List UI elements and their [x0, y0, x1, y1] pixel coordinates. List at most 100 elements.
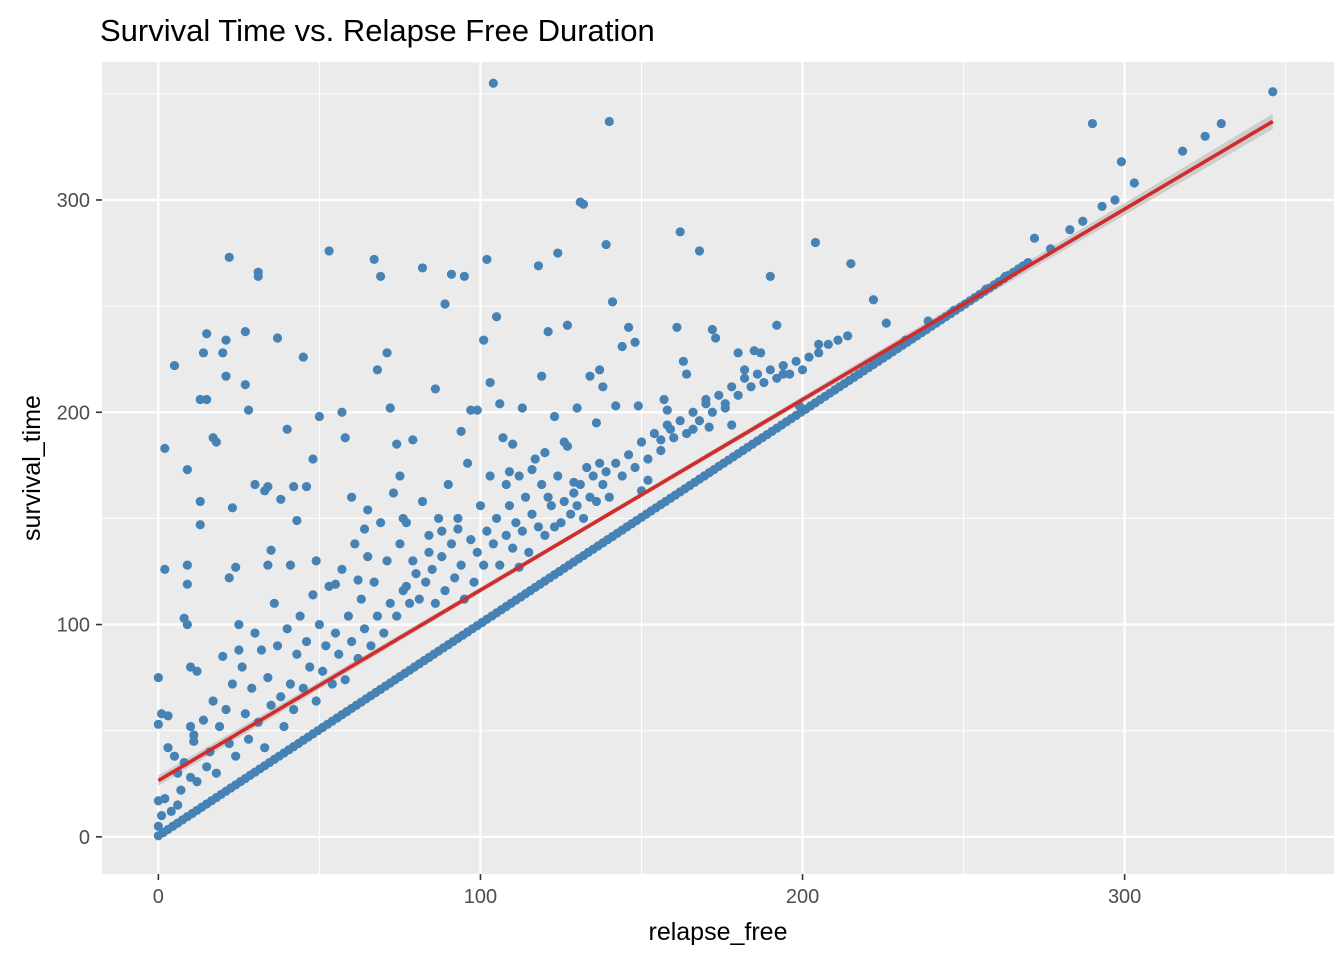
data-point — [814, 339, 824, 349]
data-point — [221, 371, 231, 381]
data-point — [369, 254, 379, 265]
data-point — [701, 399, 711, 409]
data-point — [527, 464, 537, 475]
data-point — [472, 547, 482, 557]
data-point — [756, 348, 766, 358]
data-point — [681, 428, 692, 439]
data-point — [488, 78, 498, 88]
data-point — [311, 696, 321, 706]
data-point — [672, 322, 682, 332]
data-point — [253, 271, 263, 282]
data-point — [533, 522, 544, 532]
data-point — [746, 382, 756, 392]
data-point — [475, 501, 486, 511]
data-point — [231, 751, 241, 761]
data-point — [498, 433, 508, 443]
data-point — [727, 382, 737, 392]
x-tick-label: 0 — [153, 886, 164, 908]
data-point — [243, 405, 254, 415]
data-point — [585, 371, 595, 381]
data-point — [537, 479, 547, 490]
data-point — [578, 199, 589, 209]
y-tick-label: 200 — [57, 402, 90, 424]
data-point — [714, 390, 724, 400]
data-point — [662, 420, 672, 430]
data-point — [318, 666, 328, 676]
data-point — [739, 365, 750, 375]
data-point — [372, 365, 382, 375]
data-point — [437, 526, 447, 536]
data-point — [643, 475, 653, 485]
data-point — [624, 322, 634, 332]
data-point — [752, 369, 763, 379]
data-point — [240, 380, 250, 390]
data-point — [337, 564, 347, 574]
data-point — [376, 271, 386, 282]
data-point — [208, 696, 218, 706]
data-point — [382, 556, 392, 566]
data-point — [1078, 216, 1088, 226]
data-point — [843, 331, 853, 341]
data-point — [372, 611, 382, 621]
data-point — [408, 435, 418, 445]
data-point — [185, 721, 196, 732]
data-point — [1129, 178, 1139, 188]
data-point — [1029, 233, 1040, 243]
data-point — [694, 246, 705, 256]
data-point — [488, 539, 498, 549]
data-point — [250, 628, 260, 638]
data-point — [417, 496, 428, 507]
data-point — [604, 492, 614, 502]
data-point — [398, 585, 408, 596]
x-axis-title: relapse_free — [649, 918, 788, 946]
data-point — [601, 467, 611, 477]
data-point — [379, 628, 389, 638]
data-point — [508, 543, 518, 553]
data-point — [543, 492, 553, 502]
data-point — [540, 530, 550, 541]
data-point — [263, 481, 273, 492]
data-point — [595, 458, 605, 468]
data-point — [417, 263, 428, 273]
data-point — [211, 437, 221, 447]
data-point — [347, 492, 357, 502]
data-point — [569, 488, 579, 498]
x-tick-label: 300 — [1108, 886, 1141, 908]
data-point — [301, 481, 312, 492]
data-point — [247, 683, 257, 693]
data-point — [192, 777, 202, 787]
data-point — [263, 673, 273, 683]
data-point — [733, 348, 743, 358]
data-point — [459, 271, 469, 282]
data-point — [289, 481, 299, 492]
data-point — [472, 405, 482, 415]
data-point — [169, 751, 180, 761]
data-point — [298, 683, 308, 693]
data-point — [607, 297, 618, 307]
data-point — [453, 513, 463, 524]
data-point — [466, 405, 476, 415]
data-point — [356, 594, 366, 604]
data-point — [308, 590, 318, 600]
major-gridlines — [102, 62, 1334, 874]
chart-title: Survival Time vs. Relapse Free Duration — [100, 13, 655, 48]
data-point — [163, 743, 173, 753]
data-point — [182, 579, 192, 589]
data-point — [314, 619, 325, 630]
data-point — [485, 377, 495, 388]
data-point — [182, 560, 192, 570]
data-point — [1087, 118, 1098, 129]
data-point — [234, 645, 244, 655]
data-point — [765, 365, 775, 375]
data-points — [153, 78, 1278, 841]
data-point — [343, 611, 353, 621]
data-point — [202, 394, 212, 405]
data-point — [337, 407, 347, 417]
data-point — [195, 520, 205, 530]
data-point — [572, 501, 582, 511]
data-point — [340, 433, 350, 443]
data-point — [791, 356, 801, 366]
data-point — [598, 382, 608, 392]
data-point — [630, 462, 640, 473]
data-point — [546, 501, 556, 511]
